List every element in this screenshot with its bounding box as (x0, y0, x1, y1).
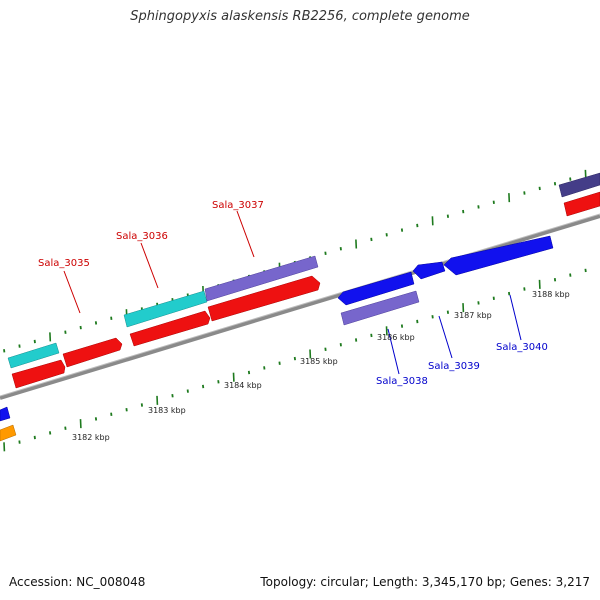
gene-label-sala-3038[interactable]: Sala_3038 (376, 376, 428, 387)
cds-red-left-b[interactable] (62, 337, 123, 368)
position-label-3186: 3186 kbp (377, 333, 415, 342)
gene-label-sala-3035[interactable]: Sala_3035 (38, 258, 90, 269)
cds-orange-left-edge[interactable] (0, 424, 17, 442)
cds-cyan-sala-3036[interactable] (123, 290, 208, 328)
genome-backbone-highlight (0, 213, 600, 397)
gene-label-sala-3036[interactable]: Sala_3036 (116, 231, 168, 242)
genome-backbone (0, 214, 600, 400)
cds-cyan-left[interactable] (7, 342, 60, 369)
cds-red-sala-3037[interactable] (207, 275, 321, 322)
cds-blue-sala-3040[interactable] (443, 235, 554, 276)
cds-blue-sala-3038[interactable] (337, 271, 415, 306)
gene-label-sala-3037[interactable]: Sala_3037 (212, 200, 264, 211)
cds-purple-lower[interactable] (340, 290, 420, 326)
cds-navy-right[interactable] (558, 172, 600, 198)
gene-label-sala-3040[interactable]: Sala_3040 (496, 342, 548, 353)
accession-text: Accession: NC_008048 (9, 575, 146, 589)
label-leaders (63, 210, 522, 375)
lower-tick-track (3, 268, 587, 452)
position-label-3184: 3184 kbp (224, 381, 262, 390)
map-title: Sphingopyxis alaskensis RB2256, complete… (130, 9, 470, 24)
upper-feature-row (7, 172, 600, 389)
position-label-3183: 3183 kbp (148, 406, 186, 415)
position-label-3188: 3188 kbp (532, 290, 570, 299)
cds-red-sala-3036[interactable] (129, 310, 211, 347)
position-label-3185: 3185 kbp (300, 357, 338, 366)
cds-red-right[interactable] (563, 191, 600, 217)
lower-feature-row (0, 235, 554, 442)
gene-label-sala-3039[interactable]: Sala_3039 (428, 361, 480, 372)
position-label-3187: 3187 kbp (454, 311, 492, 320)
cds-blue-sala-3039[interactable] (412, 261, 446, 280)
cds-red-left-a[interactable] (11, 359, 66, 389)
cds-blue-left-edge[interactable] (0, 406, 11, 422)
cds-purple-sala-3037[interactable] (204, 255, 319, 302)
genome-summary-text: Topology: circular; Length: 3,345,170 bp… (260, 575, 590, 589)
position-label-3182: 3182 kbp (72, 433, 110, 442)
